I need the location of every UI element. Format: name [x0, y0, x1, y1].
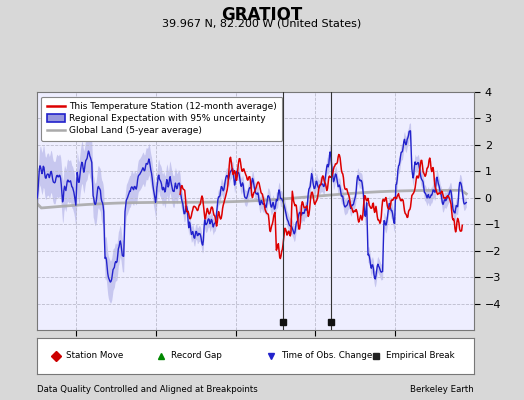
- Text: Station Move: Station Move: [67, 352, 124, 360]
- Text: 39.967 N, 82.200 W (United States): 39.967 N, 82.200 W (United States): [162, 18, 362, 28]
- Text: Berkeley Earth: Berkeley Earth: [410, 385, 474, 394]
- Text: GRATIOT: GRATIOT: [221, 6, 303, 24]
- Text: Time of Obs. Change: Time of Obs. Change: [281, 352, 372, 360]
- Legend: This Temperature Station (12-month average), Regional Expectation with 95% uncer: This Temperature Station (12-month avera…: [41, 96, 282, 141]
- Text: Empirical Break: Empirical Break: [386, 352, 454, 360]
- Text: Record Gap: Record Gap: [171, 352, 222, 360]
- Text: Data Quality Controlled and Aligned at Breakpoints: Data Quality Controlled and Aligned at B…: [37, 385, 257, 394]
